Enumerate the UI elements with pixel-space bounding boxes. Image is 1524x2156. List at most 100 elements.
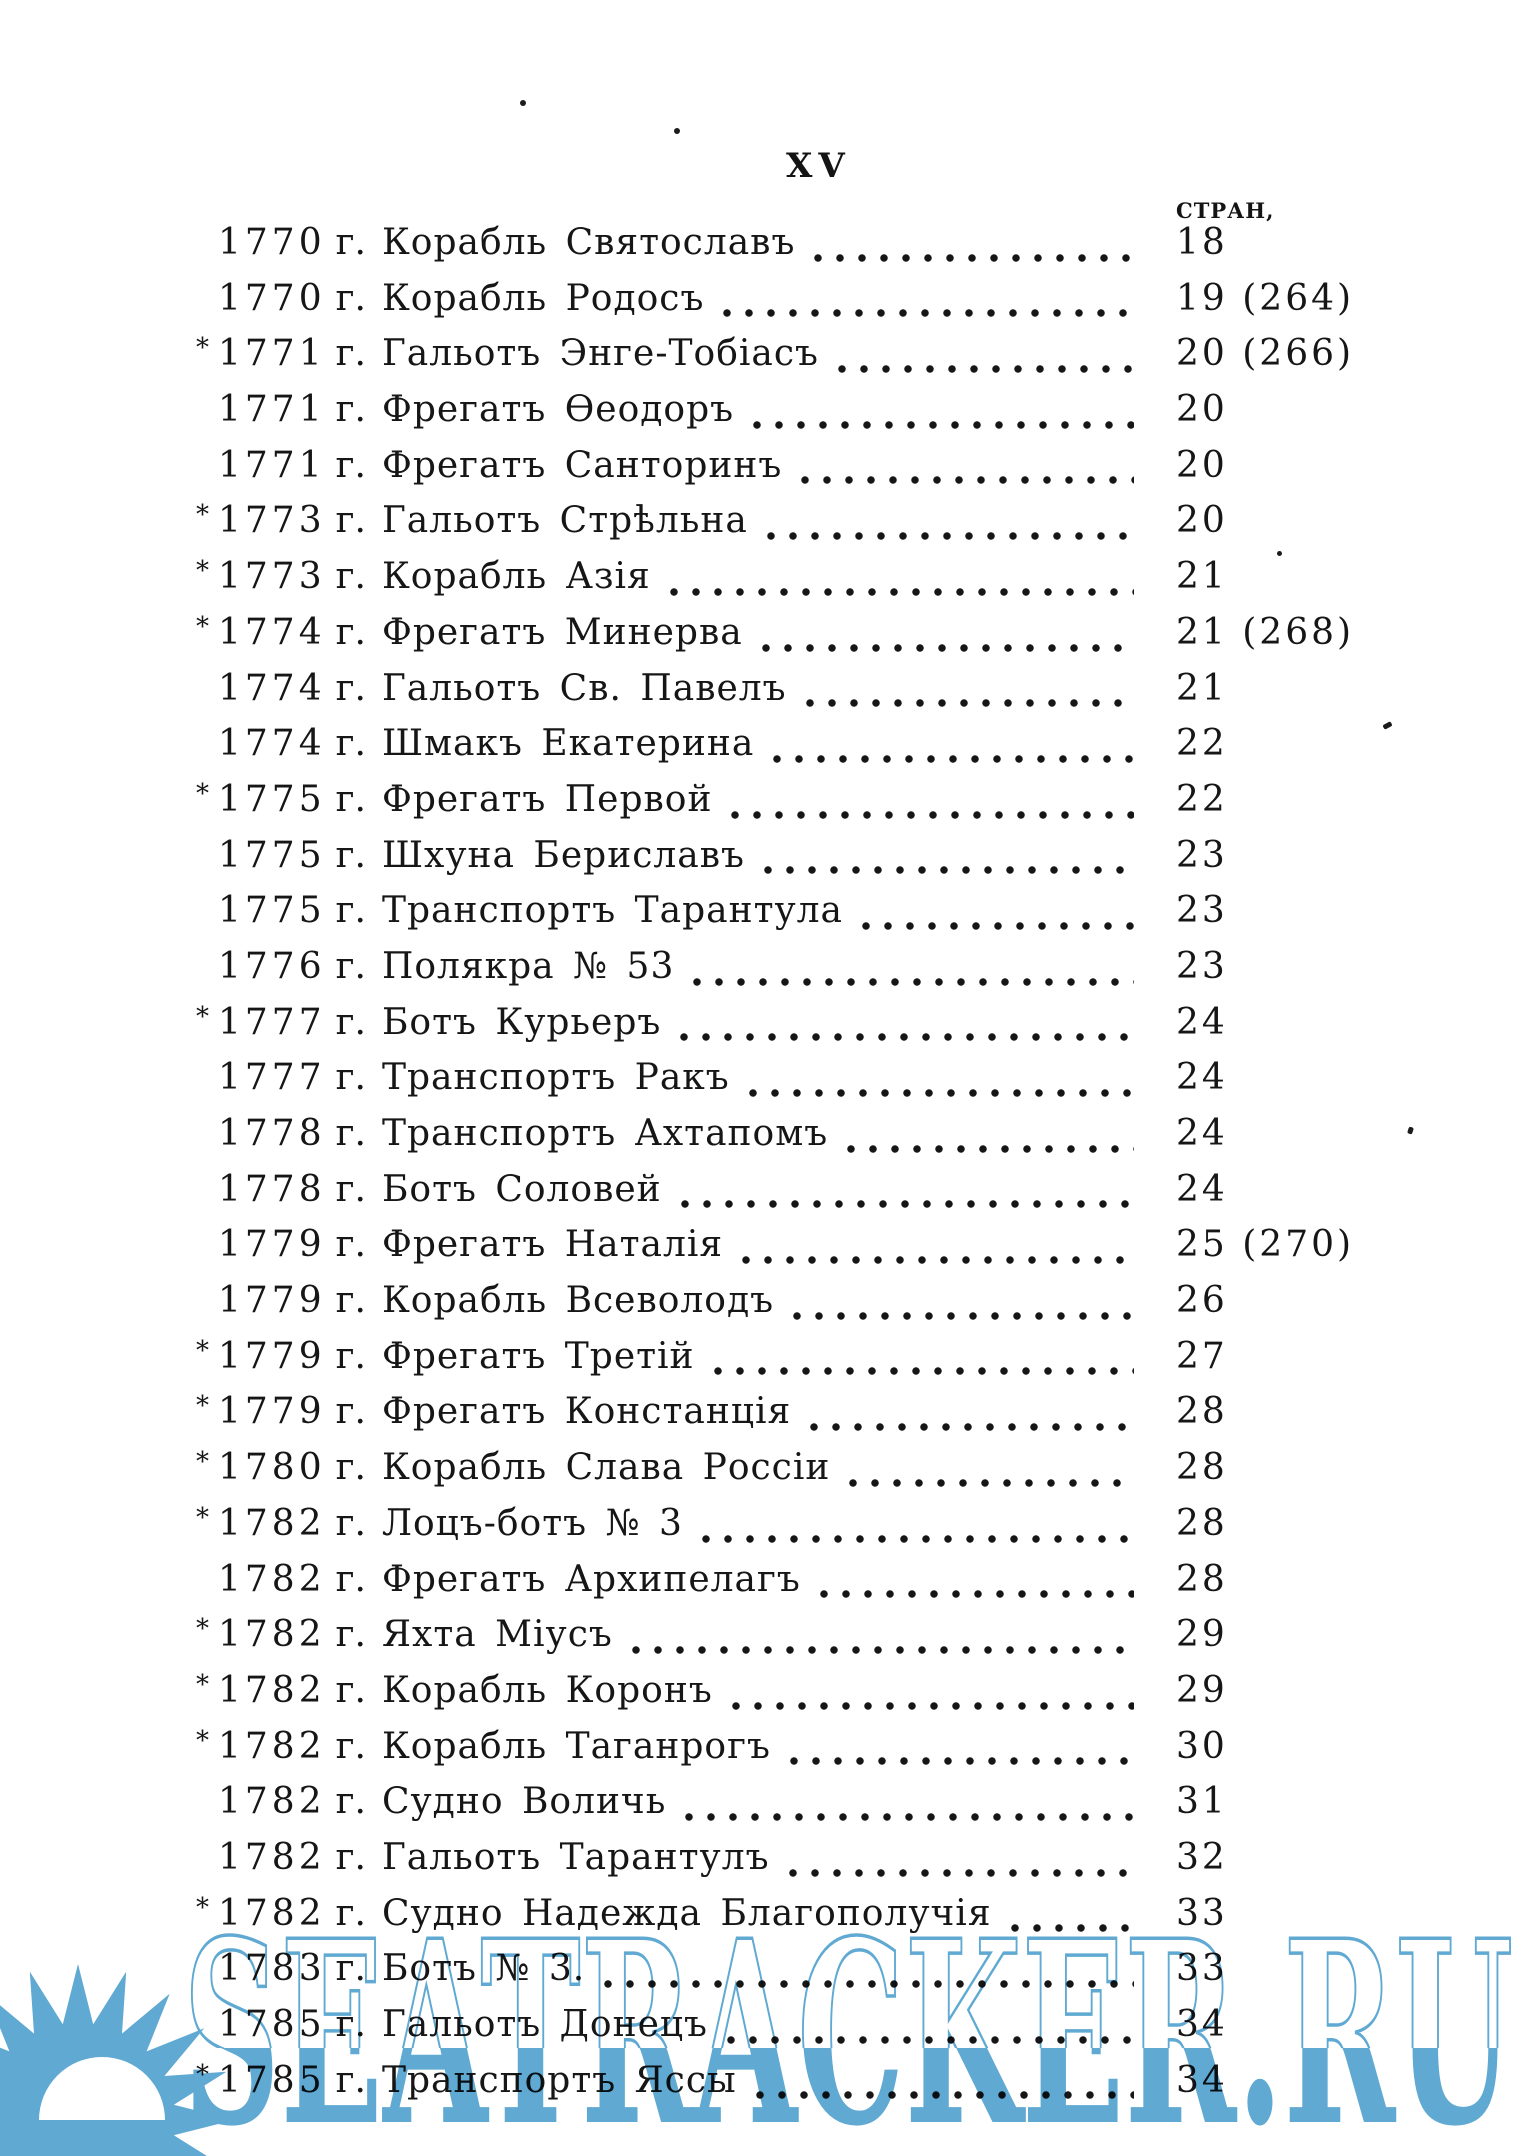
entry-name: Ботъ Курьеръ (381, 1001, 662, 1043)
table-row: * 1780 г. Корабль Слава Россіи 28 (0, 1447, 1524, 1503)
ink-speck (520, 100, 526, 106)
entry-star: * (196, 1614, 209, 1645)
table-row: 1782 г. Гальотъ Тарантулъ 32 (0, 1837, 1524, 1893)
dot-leader (759, 530, 1134, 543)
entry-year: 1785 (218, 2004, 326, 2045)
entry-year-suffix: г. (335, 890, 366, 932)
entry-star: * (196, 778, 209, 809)
entry-name: Корабль Святославъ (381, 222, 796, 263)
entry-star: * (196, 1001, 209, 1032)
dot-leader (662, 585, 1134, 598)
dot-leader (673, 1198, 1134, 1211)
entry-star: * (196, 2059, 209, 2090)
table-row: * 1782 г. Корабль Коронъ 29 (0, 1670, 1524, 1726)
entry-name: Корабль Азія (381, 556, 651, 598)
entry-year: 1770 (218, 222, 326, 263)
entry-year-suffix: г. (335, 1113, 366, 1154)
entry-page: 31 (1176, 1781, 1228, 1823)
entry-name: Транспортъ Ахтапомъ (381, 1113, 829, 1154)
entry-name: Фрегатъ Архипелагъ (381, 1558, 801, 1600)
entry-year: 1782 (218, 1781, 326, 1823)
dot-leader (781, 1866, 1134, 1879)
dot-leader (716, 307, 1134, 320)
entry-page: 25 (270) (1176, 1224, 1355, 1266)
dot-leader (597, 1978, 1134, 1990)
table-row: 1782 г. Фрегатъ Архипелагъ 28 (0, 1559, 1524, 1615)
entry-star: * (196, 1335, 209, 1366)
entry-name: Ботъ № 3. (381, 1948, 586, 1990)
entry-name: Фрегатъ Третій (381, 1335, 695, 1377)
entry-name: Судно Надежда Благополучія (381, 1892, 992, 1934)
entry-year: 1782 (218, 1502, 326, 1544)
table-row: 1775 г. Шхуна Бериславъ 23 (0, 835, 1524, 891)
entry-name: Корабль Родосъ (381, 277, 705, 319)
ink-speck (1277, 551, 1282, 556)
dot-leader (754, 641, 1134, 654)
entry-page: 20 (1176, 500, 1228, 542)
table-row: * 1777 г. Ботъ Курьеръ 24 (0, 1002, 1524, 1058)
entry-name: Полякра № 53 (381, 945, 675, 987)
table-row: 1783 г. Ботъ № 3. 33 (0, 1948, 1524, 2004)
entry-year-suffix: г. (335, 277, 366, 319)
table-row: 1778 г. Транспортъ Ахтапомъ 24 (0, 1113, 1524, 1169)
entry-year-suffix: г. (335, 723, 366, 765)
entry-page: 34 (1176, 2004, 1228, 2045)
entry-year: 1774 (218, 723, 326, 765)
entry-page: 24 (1176, 1168, 1228, 1210)
table-row: * 1782 г. Корабль Таганрогъ 30 (0, 1726, 1524, 1782)
entry-year-suffix: г. (335, 1335, 366, 1377)
entry-name: Фрегатъ Первой (381, 778, 713, 820)
entry-year-suffix: г. (335, 500, 366, 542)
entry-name: Лоцъ-ботъ № 3 (381, 1502, 683, 1544)
table-row: * 1782 г. Яхта Міусъ 29 (0, 1614, 1524, 1670)
entry-year-suffix: г. (335, 1391, 366, 1433)
entry-name: Транспортъ Тарантула (381, 890, 843, 932)
dot-leader (807, 251, 1134, 264)
entry-year: 1779 (218, 1391, 326, 1433)
entry-year-suffix: г. (335, 1948, 366, 1990)
entry-page: 21 (1176, 556, 1228, 598)
table-row: 1778 г. Ботъ Соловей 24 (0, 1169, 1524, 1225)
entry-year-suffix: г. (335, 1669, 366, 1711)
dot-leader (741, 1087, 1134, 1099)
table-row: 1775 г. Транспортъ Тарантула 23 (0, 890, 1524, 946)
table-row: * 1775 г. Фрегатъ Первой 22 (0, 779, 1524, 835)
dot-leader (746, 418, 1134, 431)
dot-leader (803, 1421, 1134, 1434)
entry-name: Транспортъ Ракъ (381, 1057, 730, 1099)
table-row: * 1785 г. Транспортъ Яссы 34 (0, 2060, 1524, 2116)
entry-star: * (196, 1391, 209, 1422)
entry-year: 1779 (218, 1280, 326, 1322)
dot-leader (706, 1365, 1134, 1378)
entry-page: 28 (1176, 1502, 1228, 1544)
dot-leader (719, 2033, 1134, 2046)
dot-leader (855, 919, 1134, 932)
table-row: 1770 г. Корабль Святославъ 18 (0, 222, 1524, 278)
entry-year-suffix: г. (335, 556, 366, 598)
entry-name: Гальотъ Стрѣльна (381, 500, 748, 542)
entry-year: 1771 (218, 333, 326, 375)
entry-year: 1779 (218, 1224, 326, 1266)
dot-leader (748, 2089, 1134, 2102)
entry-year: 1770 (218, 277, 326, 319)
entry-year-suffix: г. (335, 444, 366, 486)
entry-page: 34 (1176, 2059, 1228, 2101)
entry-page: 18 (1176, 222, 1228, 263)
entry-page: 26 (1176, 1280, 1228, 1322)
entry-year: 1779 (218, 1335, 326, 1377)
dot-leader (686, 975, 1134, 988)
entry-star: * (196, 1892, 209, 1923)
dot-leader (830, 363, 1134, 376)
dot-leader (694, 1532, 1134, 1545)
entry-year: 1778 (218, 1168, 326, 1210)
dot-leader (794, 474, 1134, 487)
entry-page: 27 (1176, 1335, 1228, 1377)
entry-page: 24 (1176, 1057, 1228, 1099)
table-row: * 1771 г. Гальотъ Энге-Тобіасъ 20 (266) (0, 333, 1524, 389)
dot-leader (678, 1810, 1134, 1823)
entry-year-suffix: г. (335, 1502, 366, 1544)
entry-year: 1777 (218, 1057, 326, 1099)
entry-year-suffix: г. (335, 1224, 366, 1266)
entry-year-suffix: г. (335, 1280, 366, 1322)
entry-name: Корабль Слава Россіи (381, 1447, 831, 1489)
